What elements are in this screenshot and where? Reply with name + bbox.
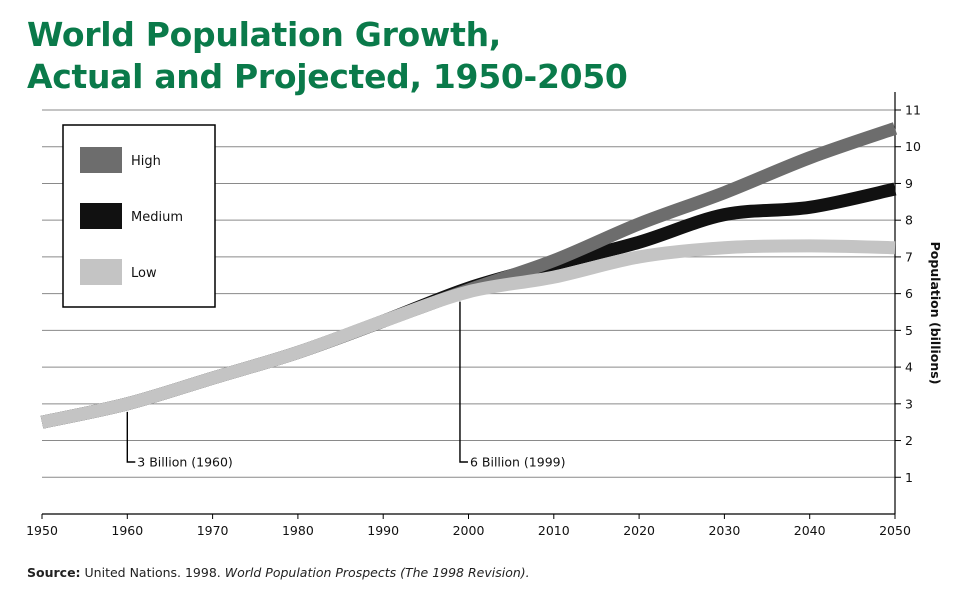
chart-title-line-2: Actual and Projected, 1950-2050 (27, 57, 628, 96)
source-note: Source: United Nations. 1998. World Popu… (27, 565, 530, 580)
population-line-chart: 1 2 3 4 5 6 7 8 9 10 11 1950 1960 1970 1980 1990 2000 201… (26, 92, 943, 538)
y-tick-label-10: 10 (905, 139, 921, 154)
annotation-leader-2 (459, 301, 468, 463)
y-tick-label-3: 3 (905, 396, 913, 411)
y-tick-label-5: 5 (905, 323, 913, 338)
chart-title: World Population Growth, Actual and Proj… (27, 14, 628, 98)
chart-title-line-1: World Population Growth, (27, 15, 502, 54)
y-tick-label-9: 9 (905, 176, 913, 191)
annotation-label-2: 6 Billion (1999) (470, 455, 566, 470)
x-tick-label-2050: 2050 (879, 523, 911, 538)
annotation-label-1: 3 Billion (1960) (137, 455, 233, 470)
series-line-low (40, 239, 896, 429)
legend-swatch-low (80, 259, 122, 285)
y-tick-label-6: 6 (905, 286, 913, 301)
x-tick-label-1950: 1950 (26, 523, 58, 538)
y-tick-label-4: 4 (905, 360, 913, 375)
y-tick-label-11: 11 (905, 103, 921, 118)
x-tick-label-1970: 1970 (197, 523, 229, 538)
x-tick-label-1990: 1990 (367, 523, 399, 538)
x-tick-label-1980: 1980 (282, 523, 314, 538)
x-tick-label-2030: 2030 (708, 523, 740, 538)
legend-label-medium: Medium (131, 210, 183, 225)
y-tick-label-2: 2 (905, 433, 913, 448)
x-tick-label-2000: 2000 (453, 523, 485, 538)
source-publication: World Population Prospects (The 1998 Rev… (224, 565, 530, 580)
y-tick-label-7: 7 (905, 249, 913, 264)
x-tick-label-2020: 2020 (623, 523, 655, 538)
y-tick-label-1: 1 (905, 470, 913, 485)
annotation-leader-1 (126, 411, 136, 463)
x-tick-label-1960: 1960 (111, 523, 143, 538)
legend-swatch-medium (80, 203, 122, 229)
source-label: Source: (27, 565, 81, 580)
x-tick-label-2010: 2010 (538, 523, 570, 538)
y-axis-label: Population (billions) (928, 242, 943, 385)
x-tick-label-2040: 2040 (794, 523, 826, 538)
legend-label-low: Low (131, 266, 157, 281)
legend-label-high: High (131, 154, 161, 169)
legend: High Medium Low (62, 124, 216, 308)
y-tick-label-8: 8 (905, 213, 913, 228)
source-text: United Nations. 1998. (80, 565, 225, 580)
legend-swatch-high (80, 147, 122, 173)
